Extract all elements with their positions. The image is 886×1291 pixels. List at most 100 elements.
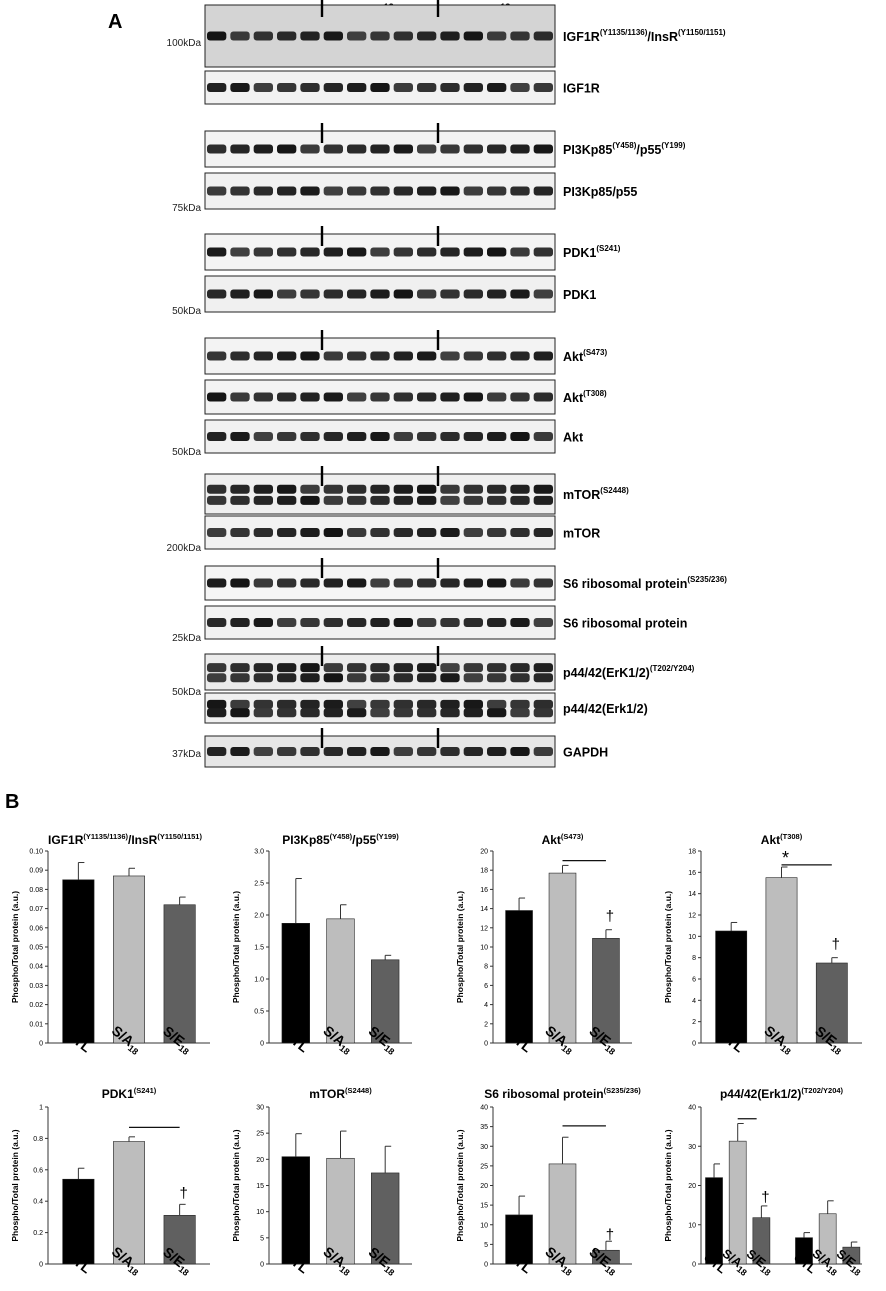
blot-band xyxy=(463,351,483,361)
blot-band xyxy=(300,289,320,299)
y-tick-label: 0 xyxy=(692,1262,696,1269)
y-tick-label: 1.0 xyxy=(254,977,264,984)
blot-band xyxy=(417,351,437,361)
blot-band xyxy=(440,186,460,196)
blot-band xyxy=(253,351,273,361)
mw-marker: 25kDa xyxy=(172,633,201,644)
blot-band xyxy=(347,432,367,441)
title-protein: PI3Kp85 xyxy=(282,833,330,847)
blot-band xyxy=(300,708,320,718)
blot-label: IGF1R(Y1135/1136)/InsR(Y1150/1151) xyxy=(563,28,726,44)
blot-membrane xyxy=(204,473,556,515)
y-tick-label: 0 xyxy=(484,1041,488,1048)
blot-band xyxy=(533,484,553,494)
blot-band xyxy=(533,663,553,673)
blot-band xyxy=(510,31,530,41)
blot-band xyxy=(300,495,320,505)
y-tick-label: 8 xyxy=(692,955,696,962)
blot-band xyxy=(440,618,460,627)
blot-band xyxy=(347,747,367,756)
bar xyxy=(326,918,355,1044)
blot-band xyxy=(487,618,507,627)
blot-band xyxy=(370,528,390,537)
blot-band xyxy=(393,484,413,494)
y-tick-label: 0.07 xyxy=(29,906,43,913)
title-protein: p44/42(Erk1/2) xyxy=(720,1087,801,1101)
blot-label: Akt(S473) xyxy=(563,348,608,364)
blot-band xyxy=(533,186,553,196)
title-site-2: (Y199) xyxy=(376,832,399,841)
bar xyxy=(113,1141,145,1265)
blot-band xyxy=(393,618,413,627)
blot-band xyxy=(323,708,343,718)
panel-a-letter: A xyxy=(108,11,122,33)
bar xyxy=(505,1214,533,1265)
y-tick-label: 18 xyxy=(480,868,488,875)
blot-band xyxy=(463,289,483,299)
blot-band xyxy=(207,289,227,299)
blot-row: IGF1R(Y1135/1136)/InsR(Y1150/1151) 100kDa xyxy=(167,0,726,68)
blot-band xyxy=(510,673,530,683)
title-protein: PDK1 xyxy=(102,1087,134,1101)
blot-band xyxy=(253,747,273,756)
y-tick-label: 0 xyxy=(260,1262,264,1269)
blot-band xyxy=(347,528,367,537)
blot-band xyxy=(393,392,413,402)
blot-band xyxy=(510,144,530,154)
y-tick-label: 0.01 xyxy=(29,1021,43,1028)
blot-band xyxy=(440,708,460,718)
y-tick-label: 2 xyxy=(484,1021,488,1028)
blot-band xyxy=(300,392,320,402)
blot-band xyxy=(277,618,297,627)
blot-band xyxy=(440,484,460,494)
blot-band xyxy=(463,432,483,441)
blot-band xyxy=(300,186,320,196)
title-protein: Akt xyxy=(761,833,780,847)
blot-band xyxy=(533,392,553,402)
blot-band xyxy=(323,432,343,441)
y-tick-label: 0.6 xyxy=(33,1167,43,1174)
blot-band xyxy=(277,528,297,537)
blot-band xyxy=(487,747,507,756)
blot-band xyxy=(230,618,250,627)
blot-band xyxy=(253,144,273,154)
blot-band xyxy=(323,31,343,41)
y-tick-label: 3.0 xyxy=(254,849,264,856)
blot-row: mTOR(S2448) xyxy=(204,466,629,515)
blot-band xyxy=(253,83,273,92)
y-tick-label: 4 xyxy=(692,998,696,1005)
title-site: (S2448) xyxy=(345,1086,372,1095)
blot-label: Akt xyxy=(563,431,584,445)
blot-band xyxy=(253,484,273,494)
blot-band xyxy=(487,528,507,537)
category-subscript: 18 xyxy=(779,1043,793,1057)
blot-band xyxy=(323,578,343,588)
blot-band xyxy=(463,699,483,709)
mw-marker: 37kDa xyxy=(172,749,201,760)
blot-band xyxy=(370,432,390,441)
bar xyxy=(815,962,848,1044)
blot-band xyxy=(417,83,437,92)
blot-label: mTOR(S2448) xyxy=(563,486,629,502)
y-tick-label: 4 xyxy=(484,1002,488,1009)
blot-band xyxy=(487,83,507,92)
blot-band xyxy=(370,186,390,196)
blot-band xyxy=(253,528,273,537)
blot-band xyxy=(417,699,437,709)
title-protein: S6 ribosomal protein xyxy=(484,1087,603,1101)
blot-band xyxy=(323,663,343,673)
category-subscript: 18 xyxy=(603,1043,617,1057)
blot-band xyxy=(487,708,507,718)
blot-band xyxy=(393,663,413,673)
bar xyxy=(371,959,400,1044)
blot-band xyxy=(207,618,227,627)
blot-band xyxy=(347,699,367,709)
blot-band xyxy=(533,578,553,588)
blot-band xyxy=(510,663,530,673)
y-tick-label: 5 xyxy=(260,1235,264,1242)
y-tick-label: 5 xyxy=(484,1242,488,1249)
y-tick-label: 1 xyxy=(39,1105,43,1112)
bar xyxy=(371,1172,400,1265)
y-tick-label: 20 xyxy=(256,1157,264,1164)
blot-band xyxy=(300,578,320,588)
